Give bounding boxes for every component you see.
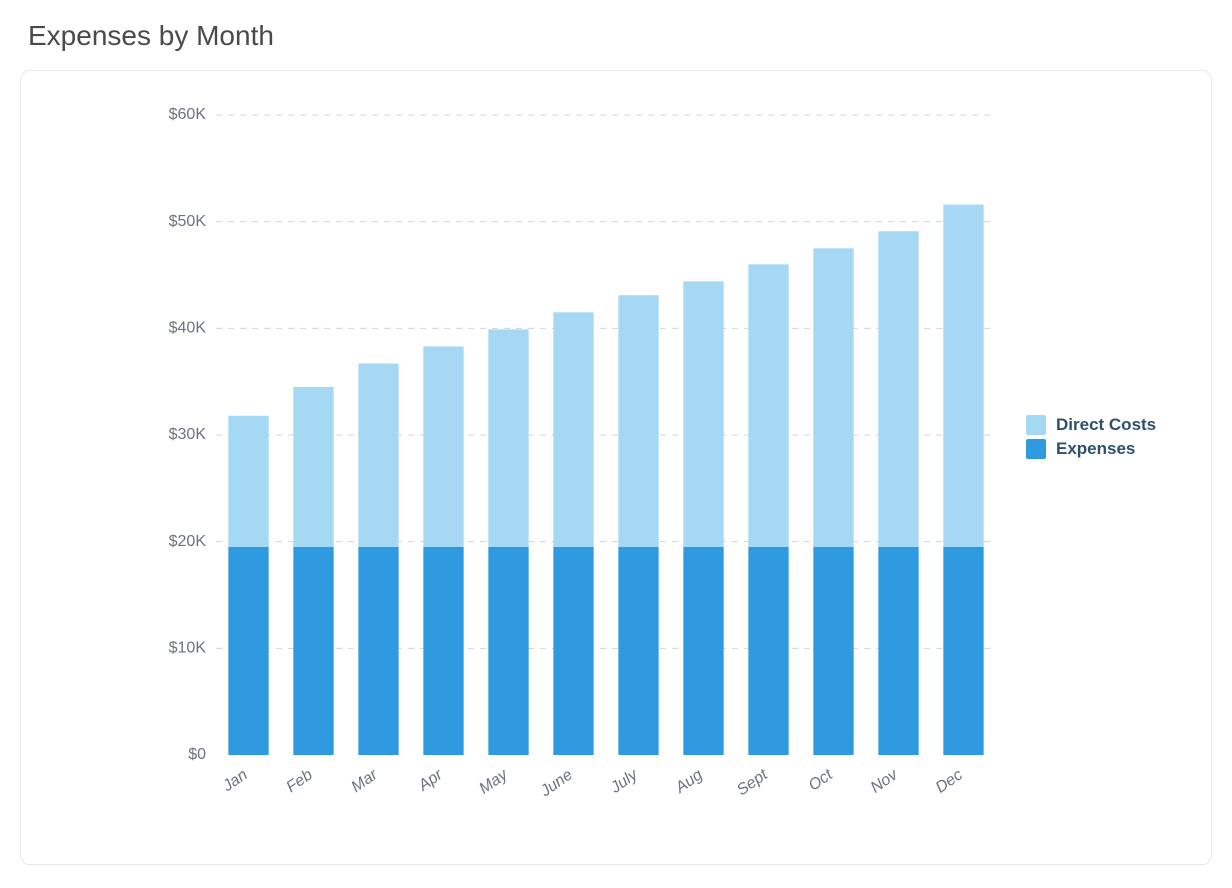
bar-expenses bbox=[813, 547, 853, 755]
x-axis-label: July bbox=[607, 766, 642, 797]
bar-expenses bbox=[943, 547, 983, 755]
bar-direct-costs bbox=[943, 205, 983, 547]
x-axis-label: Aug bbox=[672, 766, 706, 797]
bar-direct-costs bbox=[748, 264, 788, 547]
bar-direct-costs bbox=[683, 281, 723, 547]
bar-direct-costs bbox=[358, 364, 398, 547]
bar-expenses bbox=[748, 547, 788, 755]
legend-swatch bbox=[1026, 415, 1046, 435]
x-axis-label: Sept bbox=[734, 766, 771, 799]
y-axis-label: $0 bbox=[188, 746, 206, 763]
x-axis-label: Dec bbox=[933, 766, 966, 796]
bar-expenses bbox=[878, 547, 918, 755]
chart-legend: Direct Costs Expenses bbox=[1026, 415, 1156, 459]
x-axis-label: Nov bbox=[868, 766, 902, 797]
legend-item-expenses: Expenses bbox=[1026, 439, 1156, 459]
x-axis-label: Feb bbox=[283, 766, 315, 796]
bar-expenses bbox=[358, 547, 398, 755]
chart-card: $0 $10K $20K $30K $40K $50K $60K Jan Feb Mar Apr Ma… bbox=[20, 70, 1212, 865]
bar-expenses bbox=[423, 547, 463, 755]
bar-direct-costs bbox=[423, 346, 463, 547]
bar-expenses bbox=[553, 547, 593, 755]
x-axis-label: Mar bbox=[348, 766, 381, 796]
y-axis-label: $20K bbox=[169, 533, 207, 550]
y-axis-label: $60K bbox=[169, 106, 207, 123]
y-axis-label: $50K bbox=[169, 213, 207, 230]
legend-swatch bbox=[1026, 439, 1046, 459]
page-title: Expenses by Month bbox=[28, 20, 1212, 52]
bar-direct-costs bbox=[813, 248, 853, 547]
bar-expenses bbox=[293, 547, 333, 755]
expenses-chart: $0 $10K $20K $30K $40K $50K $60K Jan Feb Mar Apr Ma… bbox=[41, 95, 1191, 842]
bar-direct-costs bbox=[488, 329, 528, 547]
x-axis-label: June bbox=[537, 766, 576, 800]
bar-direct-costs bbox=[878, 231, 918, 547]
bar-expenses bbox=[488, 547, 528, 755]
bar-direct-costs bbox=[293, 387, 333, 547]
x-axis-label: Apr bbox=[415, 766, 447, 795]
bar-expenses bbox=[228, 547, 268, 755]
legend-label: Direct Costs bbox=[1056, 415, 1156, 435]
x-axis-label: Oct bbox=[806, 766, 837, 795]
bar-direct-costs bbox=[553, 312, 593, 547]
y-axis-label: $40K bbox=[169, 320, 207, 337]
y-axis-label: $30K bbox=[169, 426, 207, 443]
legend-item-direct-costs: Direct Costs bbox=[1026, 415, 1156, 435]
x-axis-label: May bbox=[476, 766, 511, 798]
bar-direct-costs bbox=[228, 416, 268, 547]
y-axis-label: $10K bbox=[169, 640, 207, 657]
legend-label: Expenses bbox=[1056, 439, 1135, 459]
bar-expenses bbox=[683, 547, 723, 755]
bar-expenses bbox=[618, 547, 658, 755]
bar-direct-costs bbox=[618, 295, 658, 547]
x-axis-label: Jan bbox=[219, 766, 251, 795]
